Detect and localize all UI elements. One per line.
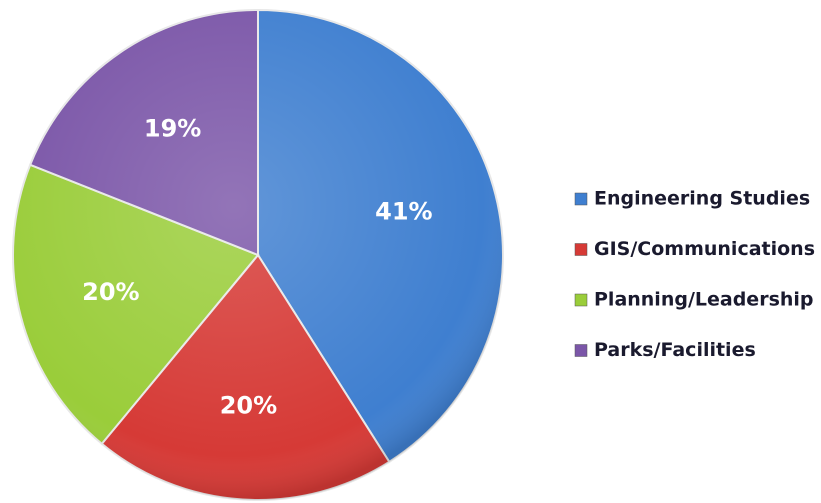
legend-swatch (574, 293, 588, 307)
slice-label: 41% (375, 198, 432, 226)
slice-label: 20% (82, 278, 139, 306)
legend-swatch (574, 192, 588, 206)
legend-label: Planning/Leadership (594, 289, 814, 311)
slice-label: 20% (220, 392, 277, 420)
legend-label: Engineering Studies (594, 188, 810, 210)
legend-label: GIS/Communications (594, 238, 815, 260)
legend-swatch (574, 344, 588, 357)
slice-label: 19% (144, 114, 201, 142)
legend-label: Parks/Facilities (594, 339, 756, 361)
legend-swatch (574, 243, 588, 256)
